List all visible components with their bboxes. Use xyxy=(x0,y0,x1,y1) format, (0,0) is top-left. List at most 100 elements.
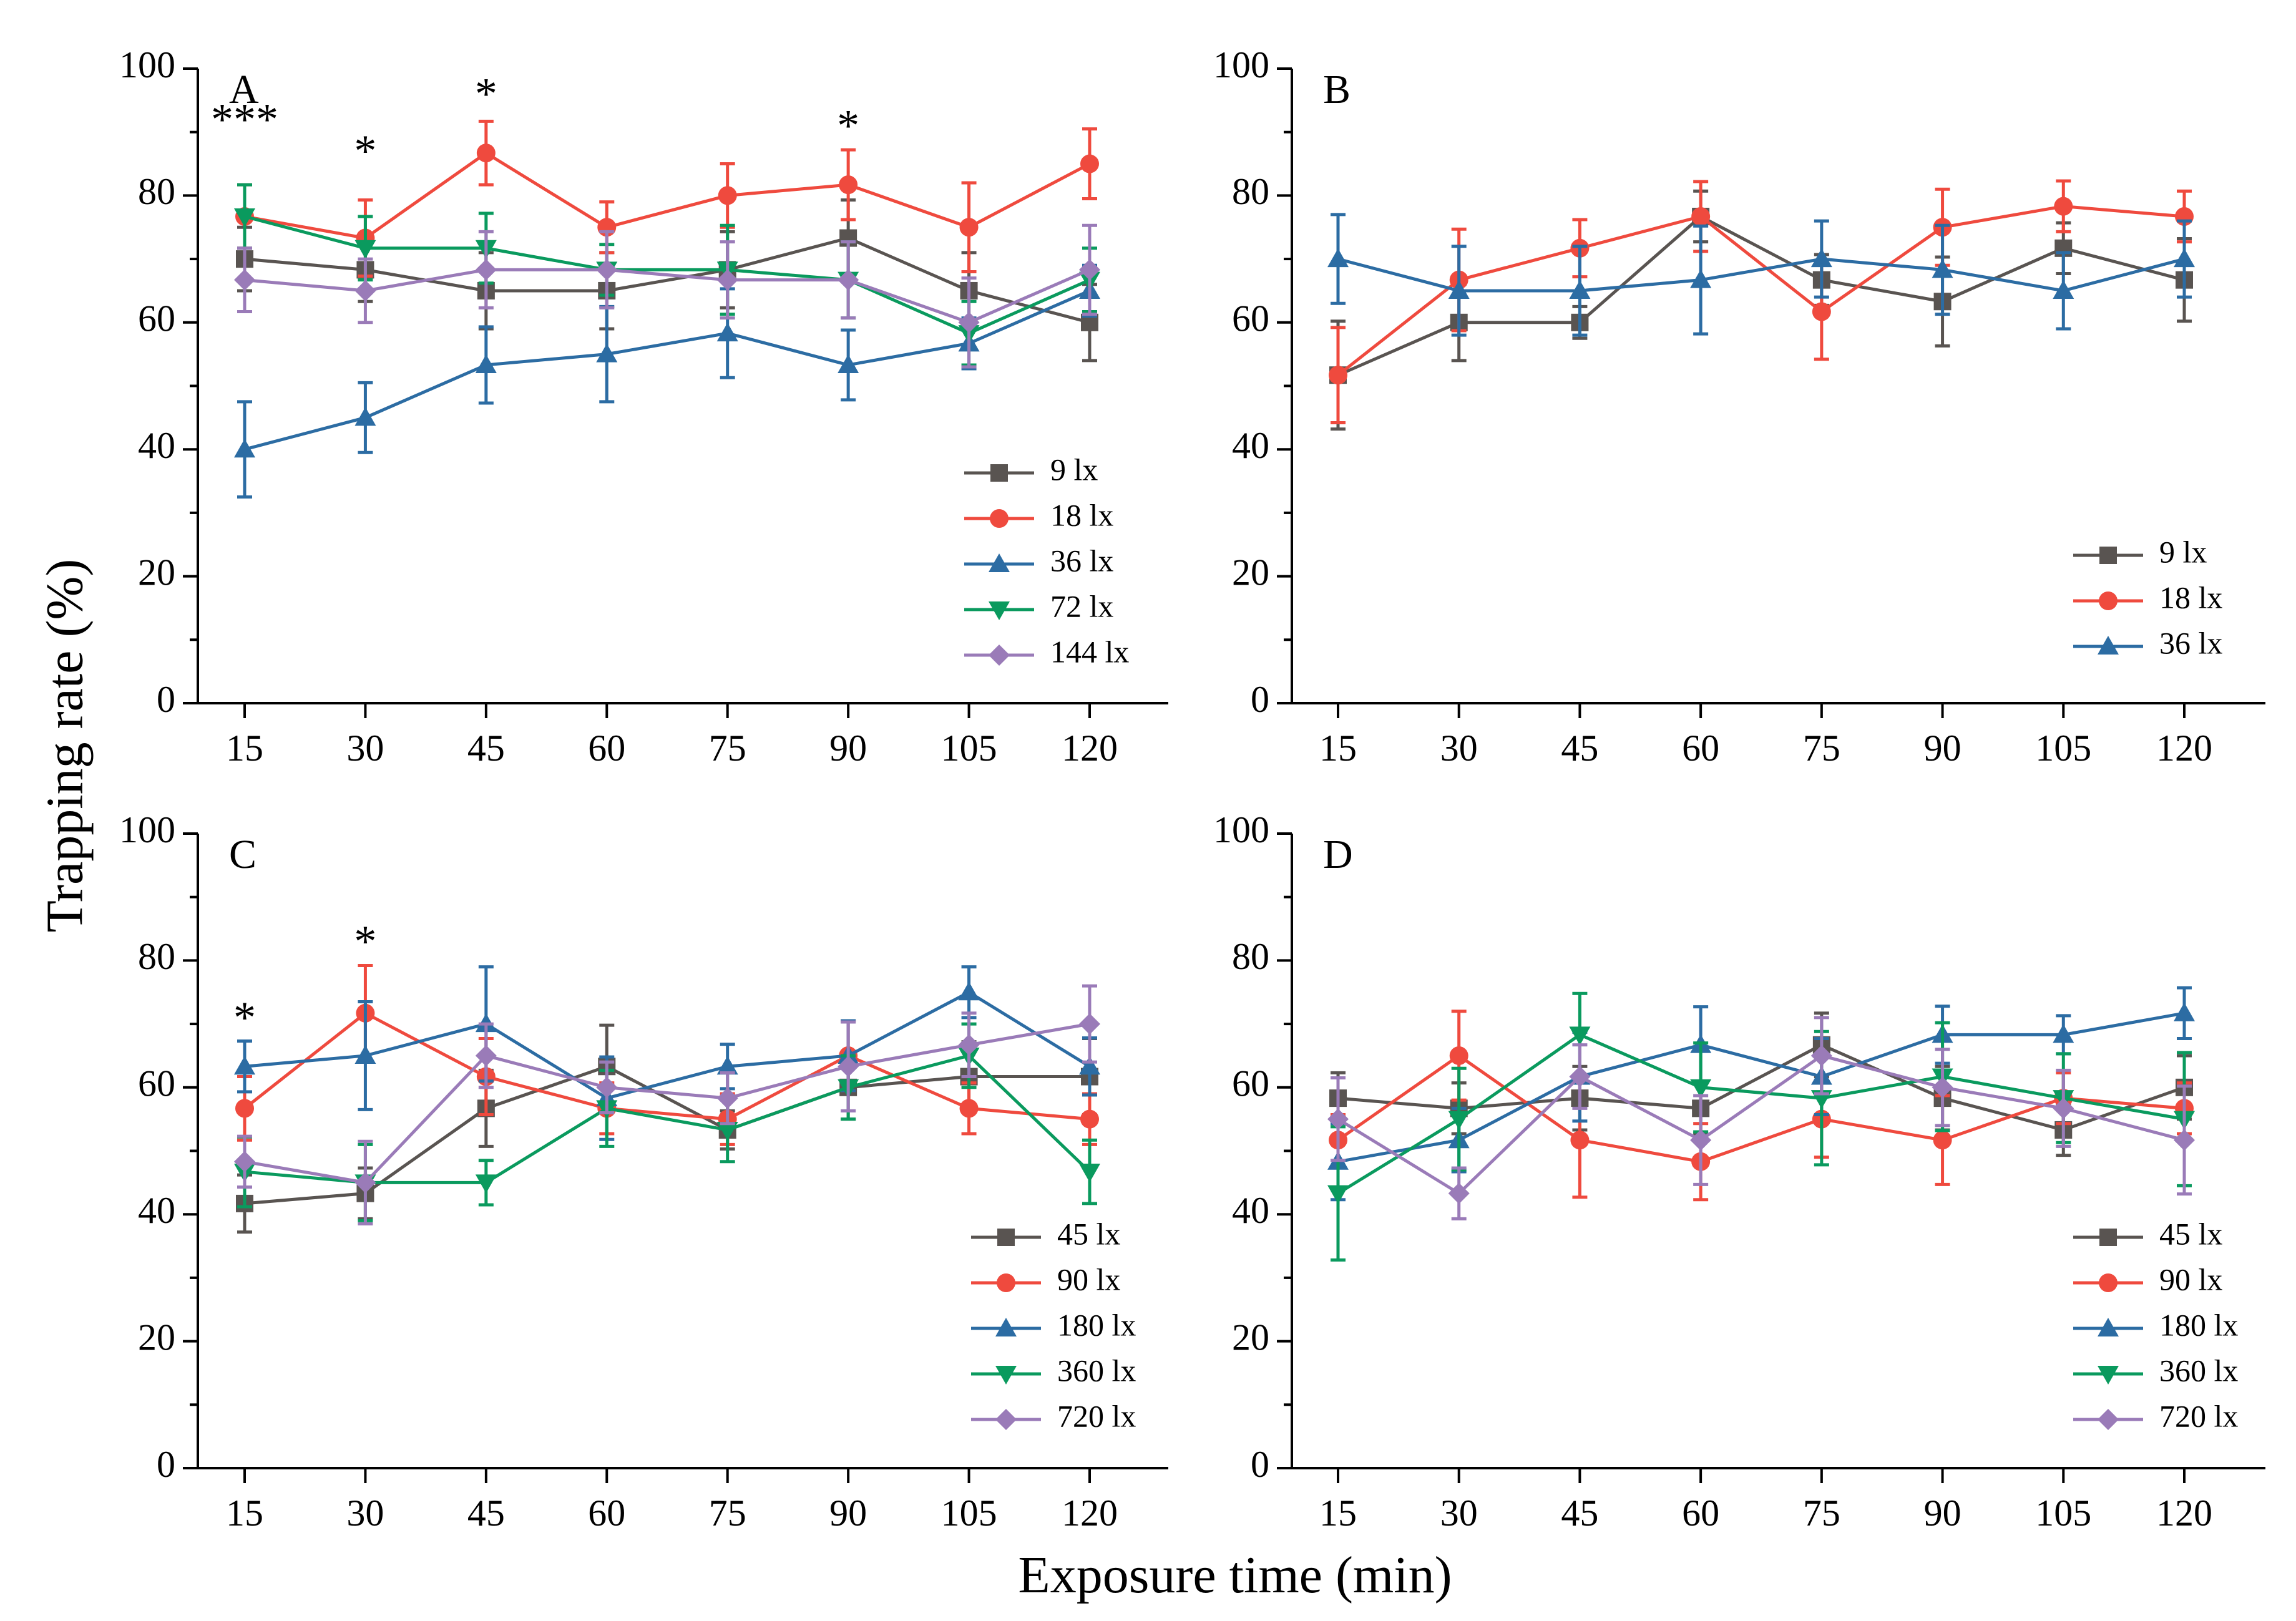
data-point xyxy=(716,323,738,342)
legend-swatch-marker xyxy=(990,464,1008,482)
legend: 9 lx 18 lx 36 lx xyxy=(2073,534,2222,660)
legend: 45 lx 90 lx 180 lx 360 lx 720 lx xyxy=(971,1216,1136,1433)
data-point xyxy=(1079,1013,1100,1035)
series-720-lx xyxy=(1327,1016,2195,1220)
significance-marker: *** xyxy=(211,94,278,144)
data-point xyxy=(1932,259,1953,278)
data-point xyxy=(716,1056,738,1075)
legend-swatch-marker xyxy=(990,509,1009,528)
series-line xyxy=(1337,205,2185,377)
y-axis-title: Trapping rate (%) xyxy=(36,559,94,933)
series-line xyxy=(1337,257,2185,293)
legend-label: 9 lx xyxy=(2159,534,2207,569)
x-tick-label: 45 xyxy=(1561,728,1598,769)
legend-label: 36 lx xyxy=(1050,543,1113,578)
x-tick-label: 75 xyxy=(1803,728,1840,769)
y-tick-label: 0 xyxy=(157,1444,175,1485)
series-720-lx xyxy=(234,984,1100,1225)
y-tick-label: 40 xyxy=(138,425,175,466)
series-line xyxy=(243,1011,1090,1121)
data-point xyxy=(475,354,497,373)
data-point xyxy=(1327,1108,1349,1130)
legend-label: 360 lx xyxy=(1057,1353,1136,1388)
y-tick-label: 80 xyxy=(138,171,175,212)
data-point xyxy=(2053,280,2074,299)
significance-marker: * xyxy=(354,126,376,176)
y-tick-label: 40 xyxy=(138,1190,175,1231)
data-point xyxy=(958,1034,980,1056)
significance-marker: * xyxy=(233,993,256,1043)
data-point xyxy=(1932,1076,1953,1098)
data-point xyxy=(596,1076,618,1098)
x-tick-label: 60 xyxy=(1682,1492,1719,1534)
y-tick-label: 80 xyxy=(1232,171,1269,212)
series-line xyxy=(244,268,1090,324)
x-tick-label: 120 xyxy=(2156,1492,2212,1534)
series-line xyxy=(244,236,1090,324)
series-line xyxy=(244,990,1091,1100)
data-point xyxy=(959,218,979,237)
series-36-lx xyxy=(1327,213,2195,337)
x-tick-label: 15 xyxy=(226,1492,263,1534)
y-tick-label: 80 xyxy=(1232,936,1269,977)
y-tick-label: 20 xyxy=(1232,552,1269,593)
data-point xyxy=(1329,366,1347,385)
legend-swatch-marker xyxy=(2099,1229,2117,1246)
data-point xyxy=(1570,1131,1590,1150)
data-point xyxy=(2053,1098,2074,1119)
significance-marker: * xyxy=(354,917,376,966)
data-point xyxy=(1448,1182,1470,1204)
data-point xyxy=(1448,280,1470,299)
x-tick-label: 30 xyxy=(346,1492,384,1534)
data-point xyxy=(716,269,738,291)
legend-label: 360 lx xyxy=(2159,1353,2238,1388)
panel-label: D xyxy=(1323,832,1353,877)
x-tick-label: 105 xyxy=(941,1492,997,1534)
x-tick-label: 30 xyxy=(1440,728,1478,769)
data-point xyxy=(958,311,980,333)
data-point xyxy=(1448,1111,1470,1130)
y-tick-label: 40 xyxy=(1232,1190,1269,1231)
data-point xyxy=(716,1088,738,1109)
x-tick-label: 15 xyxy=(1319,728,1357,769)
y-tick-label: 100 xyxy=(119,809,175,850)
legend-swatch-marker xyxy=(2099,1273,2118,1292)
x-tick-label: 75 xyxy=(1803,1492,1840,1534)
data-point xyxy=(1449,1046,1468,1065)
data-point xyxy=(2053,1024,2074,1043)
x-tick-label: 15 xyxy=(226,728,263,769)
legend-swatch-marker xyxy=(2098,1366,2119,1385)
data-point xyxy=(475,259,497,281)
x-tick-label: 120 xyxy=(2156,728,2212,769)
data-point xyxy=(716,1121,738,1141)
x-tick-label: 105 xyxy=(941,728,997,769)
data-point xyxy=(1079,1164,1100,1183)
x-tick-label: 30 xyxy=(1440,1492,1478,1534)
data-point xyxy=(958,981,980,1001)
series-line xyxy=(244,215,1091,335)
legend-swatch-marker xyxy=(2098,1318,2119,1336)
data-point xyxy=(354,240,376,259)
data-point xyxy=(1690,1079,1712,1098)
legend-swatch-marker xyxy=(2099,547,2117,564)
legend-label: 144 lx xyxy=(1050,634,1129,669)
y-tick-label: 100 xyxy=(1213,809,1269,850)
x-tick-label: 75 xyxy=(709,728,746,769)
data-point xyxy=(838,354,859,373)
data-point xyxy=(1080,154,1099,173)
data-point xyxy=(959,1099,979,1118)
legend-swatch-marker xyxy=(989,553,1010,572)
data-point xyxy=(354,1172,376,1194)
panel-d: 0 20 40 60 80 100 15 30 45 60 75 90 105 120 D 45 lx 90 l… xyxy=(1213,809,2265,1534)
panel-label: C xyxy=(229,832,256,877)
y-tick-label: 0 xyxy=(1251,679,1269,720)
legend-swatch-marker xyxy=(989,645,1010,666)
data-point xyxy=(475,1174,497,1194)
series-line xyxy=(1337,1033,2185,1195)
panel-label: B xyxy=(1323,67,1351,112)
data-point xyxy=(2174,1129,2195,1151)
legend-swatch-marker xyxy=(2099,591,2118,610)
data-point xyxy=(1569,280,1591,299)
